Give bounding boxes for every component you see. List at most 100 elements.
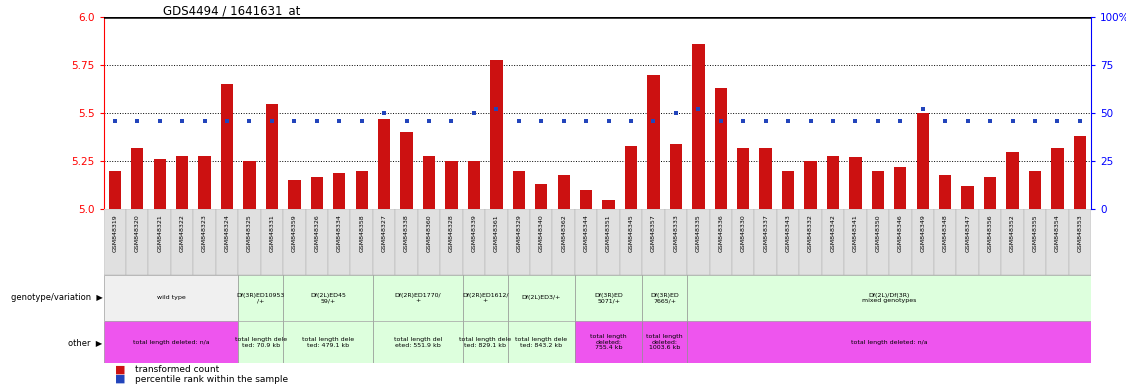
Bar: [283, 321, 373, 363]
Bar: [463, 321, 508, 363]
Point: [599, 118, 617, 124]
Bar: [108, 171, 120, 209]
Text: total length
deleted:
1003.6 kb: total length deleted: 1003.6 kb: [646, 334, 683, 351]
Text: GSM848334: GSM848334: [337, 215, 342, 252]
Bar: [467, 161, 480, 209]
Point: [712, 118, 730, 124]
Point: [510, 118, 528, 124]
Bar: [1007, 152, 1019, 209]
Point: [533, 118, 551, 124]
Text: wild type: wild type: [157, 295, 186, 301]
Bar: [687, 275, 1091, 321]
Bar: [104, 275, 239, 321]
Bar: [104, 321, 239, 363]
Text: total length deleted: n/a: total length deleted: n/a: [851, 339, 928, 345]
Text: Df(3R)ED
5071/+: Df(3R)ED 5071/+: [595, 293, 623, 303]
Bar: [1074, 136, 1087, 209]
Text: ■: ■: [115, 374, 125, 384]
Point: [1003, 118, 1021, 124]
Point: [218, 118, 236, 124]
Bar: [625, 146, 637, 209]
Bar: [126, 209, 149, 275]
Bar: [602, 200, 615, 209]
Bar: [445, 161, 457, 209]
Bar: [799, 209, 822, 275]
Bar: [221, 84, 233, 209]
Bar: [575, 209, 598, 275]
Bar: [642, 275, 687, 321]
Point: [644, 118, 662, 124]
Text: GSM848348: GSM848348: [942, 215, 948, 252]
Point: [443, 118, 461, 124]
Point: [196, 118, 214, 124]
Bar: [804, 161, 816, 209]
Text: GSM848324: GSM848324: [224, 215, 230, 252]
Bar: [1001, 209, 1024, 275]
Bar: [1046, 209, 1069, 275]
Bar: [395, 209, 418, 275]
Bar: [867, 209, 890, 275]
Bar: [198, 156, 211, 209]
Point: [375, 110, 393, 116]
Bar: [530, 209, 553, 275]
Bar: [956, 209, 978, 275]
Bar: [153, 159, 166, 209]
Bar: [239, 321, 283, 363]
Point: [262, 118, 280, 124]
Bar: [670, 144, 682, 209]
Bar: [401, 132, 413, 209]
Text: GSM848362: GSM848362: [561, 215, 566, 252]
Text: GSM848322: GSM848322: [180, 215, 185, 252]
Point: [285, 118, 303, 124]
Text: GSM848342: GSM848342: [831, 215, 835, 252]
Bar: [131, 148, 143, 209]
Bar: [1029, 171, 1042, 209]
Text: GSM848325: GSM848325: [247, 215, 252, 252]
Text: GSM848321: GSM848321: [158, 215, 162, 252]
Text: GSM848320: GSM848320: [135, 215, 140, 252]
Bar: [575, 275, 642, 321]
Bar: [440, 209, 463, 275]
Bar: [933, 209, 956, 275]
Bar: [239, 209, 261, 275]
Text: GSM848351: GSM848351: [606, 215, 611, 252]
Text: GSM848343: GSM848343: [786, 215, 790, 252]
Text: GDS4494 / 1641631_at: GDS4494 / 1641631_at: [163, 4, 301, 17]
Text: GSM848319: GSM848319: [113, 215, 117, 252]
Text: ■: ■: [115, 364, 125, 374]
Text: genotype/variation  ▶: genotype/variation ▶: [10, 293, 102, 303]
Point: [936, 118, 954, 124]
Bar: [333, 173, 346, 209]
Text: total length
deleted:
755.4 kb: total length deleted: 755.4 kb: [590, 334, 627, 351]
Bar: [1069, 209, 1091, 275]
Text: GSM848349: GSM848349: [920, 215, 926, 252]
Bar: [557, 175, 570, 209]
Bar: [149, 209, 171, 275]
Bar: [176, 156, 188, 209]
Text: Df(2R)ED1770/
+: Df(2R)ED1770/ +: [394, 293, 441, 303]
Bar: [664, 209, 687, 275]
Bar: [512, 171, 525, 209]
Bar: [305, 209, 328, 275]
Bar: [266, 104, 278, 209]
Bar: [350, 209, 373, 275]
Text: GSM848346: GSM848346: [897, 215, 903, 252]
Text: GSM848329: GSM848329: [517, 215, 521, 252]
Point: [1026, 118, 1044, 124]
Text: GSM848360: GSM848360: [427, 215, 431, 252]
Bar: [485, 209, 508, 275]
Bar: [283, 275, 373, 321]
Bar: [709, 209, 732, 275]
Text: GSM848326: GSM848326: [314, 215, 320, 252]
Bar: [490, 60, 502, 209]
Text: GSM848339: GSM848339: [472, 215, 476, 252]
Text: transformed count: transformed count: [135, 365, 220, 374]
Bar: [356, 171, 368, 209]
Bar: [1024, 209, 1046, 275]
Text: GSM848331: GSM848331: [269, 215, 275, 252]
Point: [397, 118, 415, 124]
Point: [1048, 118, 1066, 124]
Bar: [423, 156, 435, 209]
Bar: [978, 209, 1001, 275]
Bar: [687, 209, 709, 275]
